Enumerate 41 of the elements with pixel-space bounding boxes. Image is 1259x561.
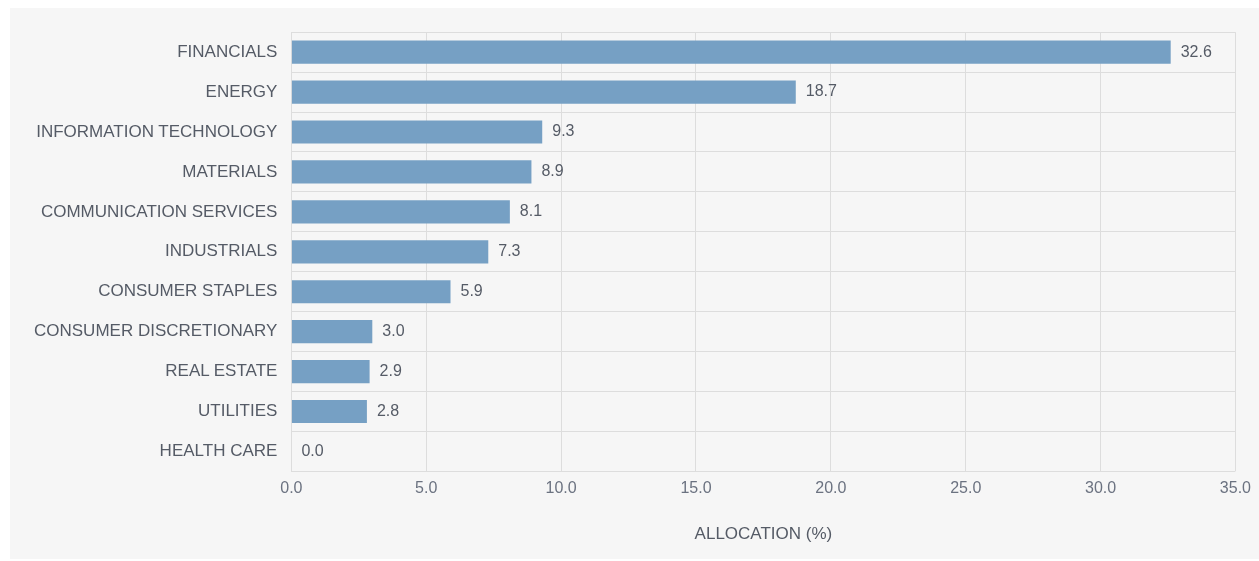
- data-label: 5.9: [460, 282, 483, 300]
- bar: [291, 399, 367, 424]
- data-label: 7.3: [498, 242, 521, 260]
- data-label: 0.0: [301, 441, 324, 459]
- bar: [291, 40, 1171, 64]
- y-tick-label: INDUSTRIALS: [164, 241, 278, 261]
- y-tick-label: REAL ESTATE: [165, 361, 278, 381]
- data-label: 32.6: [1180, 42, 1212, 60]
- x-tick-label: 15.0: [680, 479, 712, 497]
- bar: [291, 240, 489, 264]
- y-tick-label: ENERGY: [205, 81, 278, 101]
- x-tick-label: 20.0: [815, 479, 847, 497]
- data-label: 2.8: [376, 401, 400, 419]
- x-tick-label: 10.0: [545, 479, 577, 497]
- y-tick-label: FINANCIALS: [177, 41, 278, 61]
- bar: [291, 360, 370, 384]
- bar: [291, 200, 510, 224]
- y-tick-label: INFORMATION TECHNOLOGY: [36, 121, 278, 141]
- x-tick-label: 30.0: [1084, 479, 1117, 497]
- y-tick-label: CONSUMER STAPLES: [98, 281, 278, 301]
- bar: [291, 80, 796, 104]
- data-label: 2.9: [379, 361, 402, 379]
- data-label: 8.9: [541, 162, 564, 180]
- y-tick-label: CONSUMER DISCRETIONARY: [33, 321, 278, 341]
- y-tick-label: MATERIALS: [182, 161, 278, 181]
- data-label: 3.0: [382, 322, 405, 340]
- y-tick-label: HEALTH CARE: [159, 441, 278, 461]
- bar: [291, 320, 373, 344]
- data-label: 9.3: [552, 122, 575, 140]
- x-tick-label: 5.0: [415, 479, 438, 497]
- x-axis-title: ALLOCATION (%): [694, 524, 833, 544]
- x-tick-label: 35.0: [1219, 479, 1252, 497]
- bar: [291, 160, 532, 184]
- x-tick-label: 0.0: [280, 479, 303, 497]
- data-label: 18.7: [805, 82, 838, 100]
- data-label: 8.1: [519, 202, 543, 220]
- y-tick-label: COMMUNICATION SERVICES: [40, 201, 278, 221]
- bar: [291, 120, 543, 144]
- y-tick-label: UTILITIES: [198, 401, 278, 421]
- bar: [291, 280, 451, 304]
- x-tick-label: 25.0: [950, 479, 982, 497]
